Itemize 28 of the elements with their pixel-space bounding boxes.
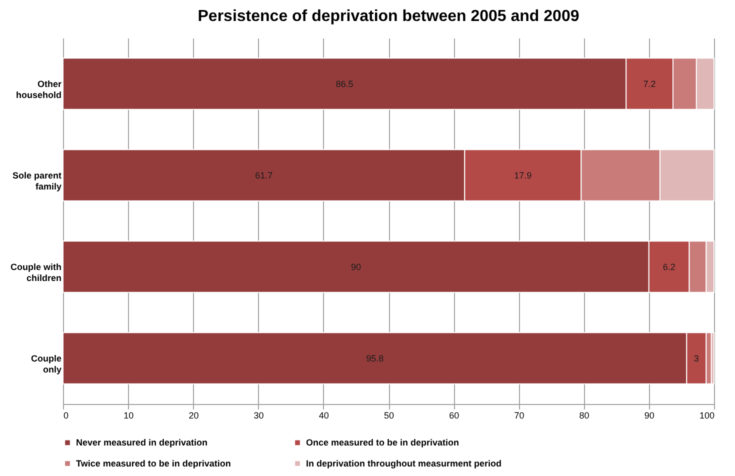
x-tick-label: 90 (644, 410, 654, 420)
legend-label: Once measured to be in deprivation (306, 438, 460, 448)
x-tick-label: 10 (124, 410, 134, 420)
legend-label: Twice measured to be in deprivation (76, 458, 231, 468)
x-tick-label: 0 (64, 410, 69, 420)
x-tick-label: 100 (699, 410, 714, 420)
data-label: 3 (694, 353, 699, 364)
y-tick-label: Other household (16, 78, 62, 100)
data-label: 95.8 (366, 353, 384, 364)
data-label: 17.9 (514, 170, 532, 180)
x-tick-label: 40 (318, 410, 329, 420)
data-label: 6.2 (662, 262, 676, 272)
x-tick-label: 50 (384, 410, 394, 420)
legend-label: Never measured in deprivation (76, 438, 208, 448)
legend-label: In deprivation throughout measurment period (306, 458, 502, 468)
data-label: 86.5 (336, 78, 354, 89)
data-label: 90 (350, 262, 361, 272)
x-tick-label: 20 (188, 410, 199, 420)
y-tick-label: Sole parent family (12, 170, 62, 192)
y-tick-label: Couple only (31, 353, 62, 374)
data-label: 7.2 (643, 78, 656, 89)
chart-title: Persistence of deprivation between 2005 and 2009 (198, 8, 580, 25)
y-tick-label: Couple with children (10, 262, 62, 283)
x-tick-label: 80 (579, 410, 590, 420)
x-tick-label: 60 (449, 410, 460, 420)
x-tick-label: 70 (514, 410, 524, 420)
x-tick-label: 30 (254, 410, 264, 420)
data-label: 61.7 (255, 170, 273, 180)
